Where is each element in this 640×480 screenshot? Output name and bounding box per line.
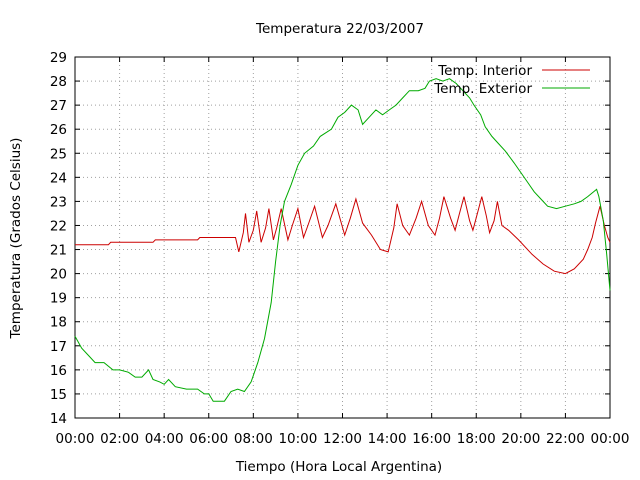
grid <box>75 57 610 418</box>
y-tick-label: 19 <box>50 291 67 307</box>
series-lines <box>75 79 610 402</box>
series-line-interior <box>75 197 610 274</box>
y-tick-label: 27 <box>50 98 67 114</box>
temperature-chart: Temperatura 22/03/2007 00:00 02:00 04:00 06… <box>0 0 640 480</box>
x-tick-label: 00:00 <box>56 431 95 447</box>
x-tick-label: 04:00 <box>145 431 184 447</box>
x-axis: 00:00 02:00 04:00 06:00 08:00 10:00 12:00 14:00… <box>56 57 630 447</box>
y-axis-label: Temperatura (Grados Celsius) <box>8 138 24 340</box>
x-tick-label: 02:00 <box>100 431 139 447</box>
x-tick-label: 18:00 <box>457 431 496 447</box>
y-tick-label: 24 <box>50 170 67 186</box>
x-tick-label: 06:00 <box>189 431 228 447</box>
y-tick-label: 22 <box>50 218 67 234</box>
y-tick-label: 18 <box>50 315 67 331</box>
x-axis-label: Tiempo (Hora Local Argentina) <box>235 459 442 475</box>
x-tick-label: 14:00 <box>368 431 407 447</box>
y-tick-label: 21 <box>50 243 67 259</box>
y-tick-label: 14 <box>50 411 67 427</box>
x-tick-label: 16:00 <box>412 431 451 447</box>
y-tick-label: 28 <box>50 74 67 90</box>
x-tick-label: 12:00 <box>323 431 362 447</box>
x-tick-label: 22:00 <box>546 431 585 447</box>
y-tick-label: 20 <box>50 267 67 283</box>
x-tick-label: 10:00 <box>278 431 317 447</box>
x-tick-label: 00:00 <box>591 431 630 447</box>
legend: Temp. Interior Temp. Exterior <box>433 63 590 97</box>
x-tick-label: 08:00 <box>234 431 273 447</box>
x-tick-label: 20:00 <box>501 431 540 447</box>
y-axis: 14 15 16 17 18 19 20 21 22 23 24 25 26 27 28 29 <box>50 50 610 427</box>
y-tick-label: 17 <box>50 339 67 355</box>
y-tick-label: 29 <box>50 50 67 66</box>
y-tick-label: 15 <box>50 387 67 403</box>
y-tick-label: 16 <box>50 363 67 379</box>
y-tick-label: 26 <box>50 122 67 138</box>
legend-label: Temp. Exterior <box>433 81 532 97</box>
y-tick-label: 23 <box>50 194 67 210</box>
legend-label: Temp. Interior <box>437 63 532 79</box>
chart-title: Temperatura 22/03/2007 <box>255 21 424 37</box>
y-tick-label: 25 <box>50 146 67 162</box>
